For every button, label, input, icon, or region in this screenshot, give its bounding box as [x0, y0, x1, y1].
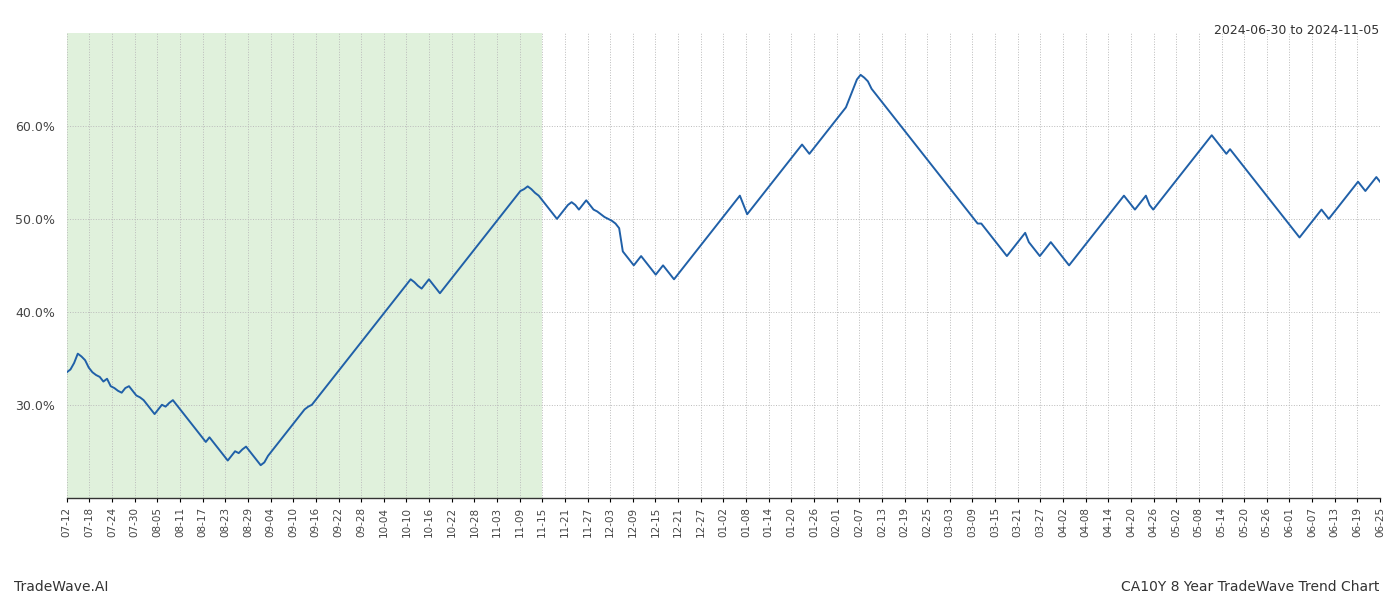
Text: CA10Y 8 Year TradeWave Trend Chart: CA10Y 8 Year TradeWave Trend Chart: [1120, 580, 1379, 594]
Text: TradeWave.AI: TradeWave.AI: [14, 580, 108, 594]
Bar: [67, 33, 542, 498]
Text: 2024-06-30 to 2024-11-05: 2024-06-30 to 2024-11-05: [1214, 24, 1379, 37]
